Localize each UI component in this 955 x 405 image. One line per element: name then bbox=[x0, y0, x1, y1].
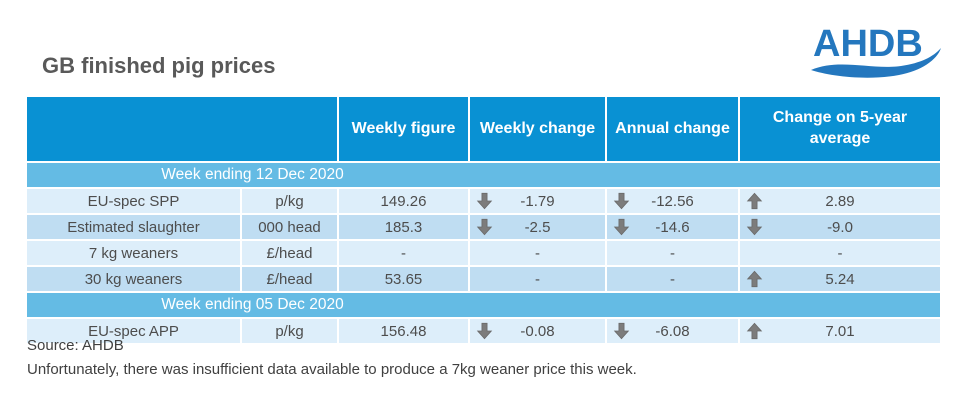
weekly-change-cell: -0.08 bbox=[468, 317, 607, 345]
header-weekly-figure: Weekly figure bbox=[337, 95, 470, 163]
week-ending-label: Week ending 05 Dec 2020 bbox=[161, 296, 344, 313]
five-year-change-value: 2.89 bbox=[825, 192, 855, 210]
weekly-figure-value: 53.65 bbox=[337, 265, 470, 293]
down-arrow-icon bbox=[476, 192, 493, 210]
weekly-change-value: -2.5 bbox=[524, 218, 551, 236]
header-blank-cell bbox=[25, 95, 339, 163]
five-year-change-value: 7.01 bbox=[825, 322, 855, 340]
weekly-change-value: -1.79 bbox=[520, 192, 555, 210]
ahdb-logo: AHDB bbox=[809, 18, 943, 84]
annual-change-cell: -12.56 bbox=[605, 187, 740, 215]
down-arrow-icon bbox=[613, 322, 630, 340]
up-arrow-icon bbox=[746, 322, 763, 340]
ahdb-logo-icon: AHDB bbox=[811, 23, 941, 78]
row-label: 7 kg weaners bbox=[25, 239, 242, 267]
row-label: Estimated slaughter bbox=[25, 213, 242, 241]
weekly-change-cell: - bbox=[468, 265, 607, 293]
weekly-change-value: -0.08 bbox=[520, 322, 555, 340]
week-ending-label: Week ending 12 Dec 2020 bbox=[161, 166, 344, 183]
five-year-change-cell: 7.01 bbox=[738, 317, 942, 345]
note-text: Unfortunately, there was insufficient da… bbox=[27, 361, 637, 378]
table-row: Estimated slaughter 000 head 185.3 -2.5 … bbox=[25, 213, 942, 241]
svg-text:AHDB: AHDB bbox=[813, 23, 923, 65]
row-unit: 000 head bbox=[240, 213, 339, 241]
weekly-change-cell: -2.5 bbox=[468, 213, 607, 241]
week-ending-cell: Week ending 05 Dec 2020 bbox=[25, 291, 942, 319]
week-ending-row: Week ending 12 Dec 2020 bbox=[25, 161, 942, 189]
table-row: 30 kg weaners £/head 53.65 - - 5.24 bbox=[25, 265, 942, 293]
header-annual-change: Annual change bbox=[605, 95, 740, 163]
row-unit: p/kg bbox=[240, 187, 339, 215]
table-row: EU-spec APP p/kg 156.48 -0.08 -6.08 7.01 bbox=[25, 317, 942, 345]
annual-change-cell: -6.08 bbox=[605, 317, 740, 345]
up-arrow-icon bbox=[746, 270, 763, 288]
row-unit: £/head bbox=[240, 239, 339, 267]
weekly-figure-value: 149.26 bbox=[337, 187, 470, 215]
weekly-change-cell: -1.79 bbox=[468, 187, 607, 215]
five-year-change-cell: 5.24 bbox=[738, 265, 942, 293]
weekly-figure-value: - bbox=[337, 239, 470, 267]
five-year-change-value: - bbox=[837, 244, 843, 262]
five-year-change-cell: 2.89 bbox=[738, 187, 942, 215]
down-arrow-icon bbox=[613, 218, 630, 236]
annual-change-cell: - bbox=[605, 239, 740, 267]
annual-change-value: -12.56 bbox=[651, 192, 694, 210]
annual-change-value: -14.6 bbox=[655, 218, 690, 236]
down-arrow-icon bbox=[476, 322, 493, 340]
down-arrow-icon bbox=[613, 192, 630, 210]
down-arrow-icon bbox=[746, 218, 763, 236]
page-title: GB finished pig prices bbox=[42, 53, 276, 78]
weekly-figure-value: 156.48 bbox=[337, 317, 470, 345]
annual-change-cell: - bbox=[605, 265, 740, 293]
five-year-change-cell: -9.0 bbox=[738, 213, 942, 241]
week-ending-row: Week ending 05 Dec 2020 bbox=[25, 291, 942, 319]
annual-change-value: - bbox=[670, 244, 675, 262]
row-unit: £/head bbox=[240, 265, 339, 293]
pig-prices-table: Weekly figure Weekly change Annual chang… bbox=[25, 95, 942, 345]
week-ending-cell: Week ending 12 Dec 2020 bbox=[25, 161, 942, 189]
table-row: EU-spec SPP p/kg 149.26 -1.79 -12.56 2.8… bbox=[25, 187, 942, 215]
row-label: 30 kg weaners bbox=[25, 265, 242, 293]
weekly-figure-value: 185.3 bbox=[337, 213, 470, 241]
five-year-change-value: -9.0 bbox=[827, 218, 853, 236]
annual-change-value: -6.08 bbox=[655, 322, 690, 340]
annual-change-cell: -14.6 bbox=[605, 213, 740, 241]
table-header-row: Weekly figure Weekly change Annual chang… bbox=[25, 95, 942, 163]
header-5yr-change: Change on 5-year average bbox=[738, 95, 942, 163]
source-text: Source: AHDB bbox=[27, 337, 124, 354]
five-year-change-value: 5.24 bbox=[825, 270, 855, 288]
table-row: 7 kg weaners £/head - - - - bbox=[25, 239, 942, 267]
annual-change-value: - bbox=[670, 270, 675, 288]
row-unit: p/kg bbox=[240, 317, 339, 345]
weekly-change-value: - bbox=[535, 244, 540, 262]
up-arrow-icon bbox=[746, 192, 763, 210]
row-label: EU-spec APP bbox=[25, 317, 242, 345]
row-label: EU-spec SPP bbox=[25, 187, 242, 215]
weekly-change-cell: - bbox=[468, 239, 607, 267]
header-weekly-change: Weekly change bbox=[468, 95, 607, 163]
five-year-change-cell: - bbox=[738, 239, 942, 267]
weekly-change-value: - bbox=[535, 270, 540, 288]
down-arrow-icon bbox=[476, 218, 493, 236]
